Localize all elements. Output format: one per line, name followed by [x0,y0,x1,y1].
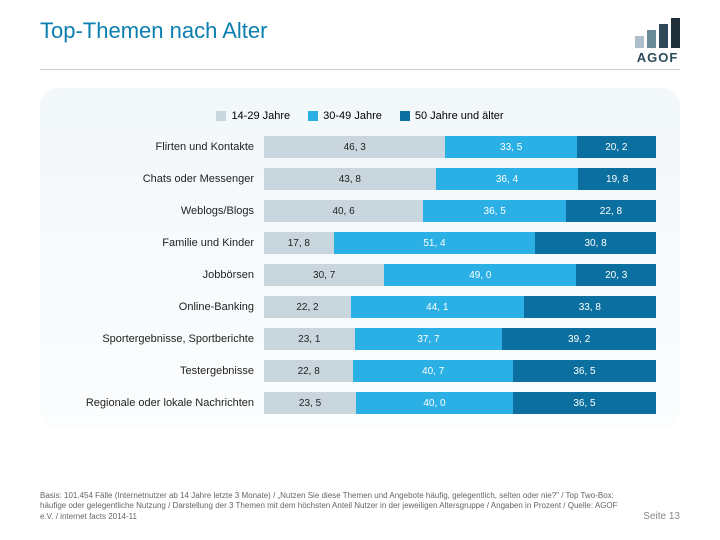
legend-item: 50 Jahre und älter [400,110,504,122]
legend: 14-29 Jahre 30-49 Jahre 50 Jahre und älter [64,110,656,122]
category-label: Sportergebnisse, Sportberichte [64,333,254,345]
footer: Basis: 101.454 Fälle (Internetnutzer ab … [40,491,680,522]
bar-segment: 23, 1 [264,328,355,350]
bar-segment: 36, 4 [436,168,579,190]
page: Top-Themen nach Alter AGOF 14-29 Jahre 30… [0,0,720,540]
category-label: Weblogs/Blogs [64,205,254,217]
bar-segment: 36, 5 [423,200,566,222]
legend-swatch [216,111,226,121]
stacked-bar: 43, 836, 419, 8 [264,168,656,190]
bar-segment: 46, 3 [264,136,445,158]
header: Top-Themen nach Alter AGOF [40,18,680,70]
page-title: Top-Themen nach Alter [40,18,267,44]
logo-text: AGOF [637,50,679,65]
chart-row: Testergebnisse 22, 840, 736, 5 [64,360,656,382]
page-number: Seite 13 [643,511,680,522]
bar-segment: 23, 5 [264,392,356,414]
bar-segment: 40, 6 [264,200,423,222]
category-label: Chats oder Messenger [64,173,254,185]
bar-segment: 20, 2 [577,136,656,158]
legend-swatch [308,111,318,121]
stacked-bar: 17, 851, 430, 8 [264,232,656,254]
bar-segment: 19, 8 [578,168,656,190]
stacked-bar: 22, 244, 133, 8 [264,296,656,318]
bar-segment: 30, 8 [535,232,656,254]
legend-item: 30-49 Jahre [308,110,382,122]
chart-row: Flirten und Kontakte 46, 333, 520, 2 [64,136,656,158]
category-label: Jobbörsen [64,269,254,281]
chart-row: Weblogs/Blogs 40, 636, 522, 8 [64,200,656,222]
category-label: Regionale oder lokale Nachrichten [64,397,254,409]
bar-segment: 20, 3 [576,264,656,286]
bar-segment: 39, 2 [502,328,656,350]
bar-segment: 22, 2 [264,296,351,318]
category-label: Flirten und Kontakte [64,141,254,153]
legend-label: 30-49 Jahre [323,110,382,122]
chart-row: Regionale oder lokale Nachrichten 23, 540… [64,392,656,414]
chart: 14-29 Jahre 30-49 Jahre 50 Jahre und älter… [40,88,680,428]
chart-row: Jobbörsen 30, 749, 020, 3 [64,264,656,286]
bar-segment: 33, 8 [524,296,656,318]
category-label: Familie und Kinder [64,237,254,249]
footnote: Basis: 101.454 Fälle (Internetnutzer ab … [40,491,623,522]
bar-segment: 17, 8 [264,232,334,254]
stacked-bar: 22, 840, 736, 5 [264,360,656,382]
bar-segment: 40, 0 [356,392,513,414]
bar-segment: 36, 5 [513,392,656,414]
chart-rows: Flirten und Kontakte 46, 333, 520, 2 Chats… [64,136,656,414]
bar-segment: 22, 8 [264,360,353,382]
stacked-bar: 40, 636, 522, 8 [264,200,656,222]
stacked-bar: 23, 137, 739, 2 [264,328,656,350]
chart-row: Sportergebnisse, Sportberichte 23, 137, 7… [64,328,656,350]
bar-segment: 43, 8 [264,168,436,190]
stacked-bar: 46, 333, 520, 2 [264,136,656,158]
category-label: Testergebnisse [64,365,254,377]
category-label: Online-Banking [64,301,254,313]
bar-segment: 33, 5 [445,136,576,158]
bar-segment: 49, 0 [384,264,576,286]
legend-label: 14-29 Jahre [231,110,290,122]
stacked-bar: 23, 540, 036, 5 [264,392,656,414]
chart-row: Chats oder Messenger 43, 836, 419, 8 [64,168,656,190]
logo: AGOF [635,18,680,65]
legend-swatch [400,111,410,121]
chart-row: Familie und Kinder 17, 851, 430, 8 [64,232,656,254]
bar-segment: 22, 8 [566,200,655,222]
bar-segment: 37, 7 [355,328,503,350]
bar-segment: 36, 5 [513,360,656,382]
stacked-bar: 30, 749, 020, 3 [264,264,656,286]
legend-label: 50 Jahre und älter [415,110,504,122]
chart-row: Online-Banking 22, 244, 133, 8 [64,296,656,318]
bar-segment: 30, 7 [264,264,384,286]
bar-segment: 44, 1 [351,296,524,318]
legend-item: 14-29 Jahre [216,110,290,122]
bar-segment: 40, 7 [353,360,513,382]
logo-bars-icon [635,18,680,48]
bar-segment: 51, 4 [334,232,535,254]
